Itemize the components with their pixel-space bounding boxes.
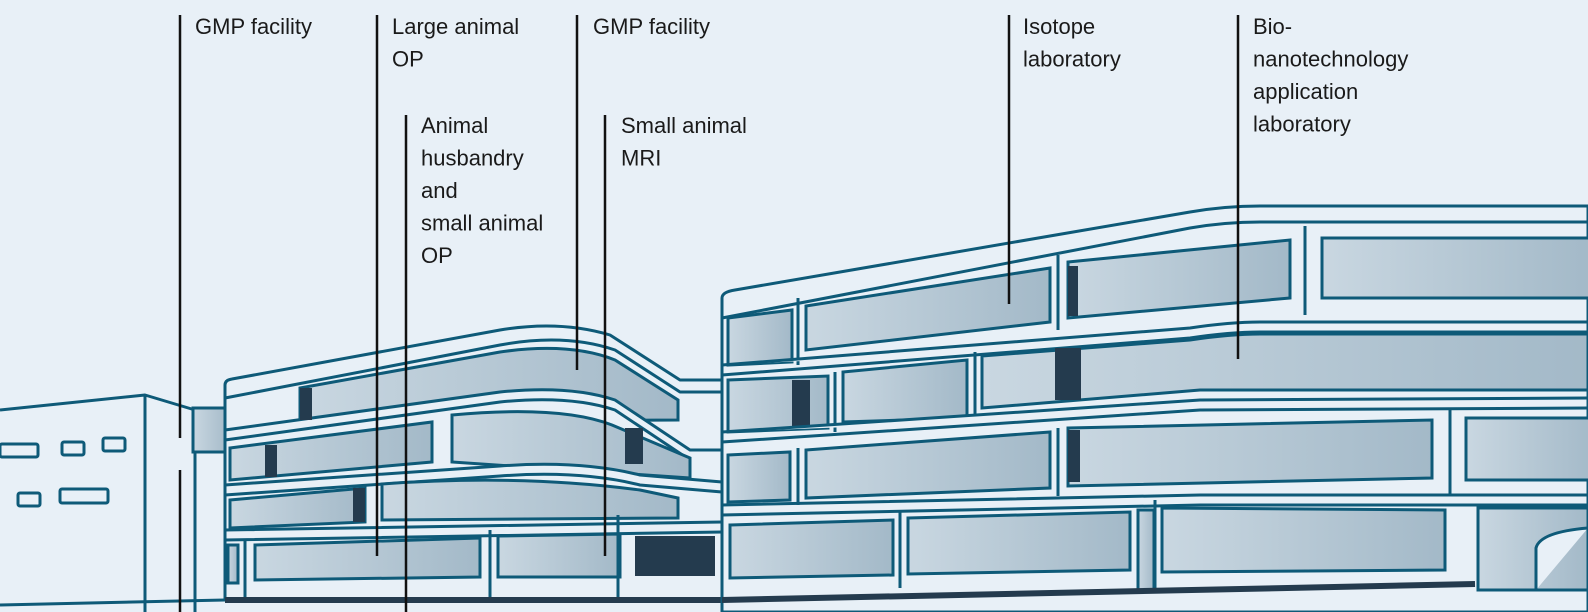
label-line: husbandry <box>421 146 524 171</box>
label-line: Large animal <box>392 14 519 39</box>
label: Bio-nanotechnology application laboratory <box>1253 14 1408 137</box>
label-line: OP <box>421 243 453 268</box>
label: Small animal MRI <box>621 113 747 171</box>
left-building <box>0 393 232 612</box>
label-line: small animal <box>421 211 543 236</box>
label-line: laboratory <box>1253 112 1351 137</box>
label: Animal husbandry and small animal OP <box>421 113 543 268</box>
labels: GMP facility Large animal OP Animal husbandr… <box>195 14 1408 268</box>
label-line: GMP facility <box>593 14 710 39</box>
label: Large animal OP <box>392 14 519 72</box>
label-line: nanotechnology <box>1253 47 1408 72</box>
label-line: Bio- <box>1253 14 1292 39</box>
label-line: application <box>1253 79 1358 104</box>
label: GMP facility <box>195 14 312 39</box>
label-line: GMP facility <box>195 14 312 39</box>
label-line: laboratory <box>1023 47 1121 72</box>
right-building <box>720 204 1588 612</box>
label-line: Small animal <box>621 113 747 138</box>
leader-lines <box>178 15 1240 612</box>
label-line: OP <box>392 47 424 72</box>
label-line: and <box>421 178 458 203</box>
middle-building <box>223 324 724 603</box>
label-line: Animal <box>421 113 488 138</box>
label-line: MRI <box>621 146 661 171</box>
label: GMP facility <box>593 14 710 39</box>
label-line: Isotope <box>1023 14 1095 39</box>
label: Isotope laboratory <box>1023 14 1121 72</box>
